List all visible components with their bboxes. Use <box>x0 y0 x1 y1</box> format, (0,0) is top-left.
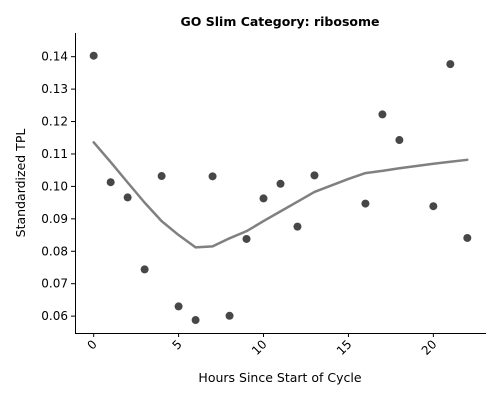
data-point <box>463 233 472 242</box>
chart-title: GO Slim Category: ribosome <box>181 14 380 29</box>
y-tick-label: 0.14 <box>41 50 68 64</box>
data-point <box>89 51 98 60</box>
x-axis-label: Hours Since Start of Cycle <box>198 370 361 385</box>
x-tick-label: 5 <box>169 337 184 352</box>
data-point <box>191 316 200 325</box>
data-point <box>259 194 268 203</box>
data-point <box>293 222 302 231</box>
data-point <box>395 136 404 145</box>
data-point <box>174 302 183 311</box>
x-tick-label: 15 <box>334 337 355 358</box>
data-point <box>242 234 251 243</box>
data-point <box>157 172 166 181</box>
data-point <box>361 199 370 208</box>
plot-area <box>89 51 472 325</box>
data-point <box>123 193 132 202</box>
data-point <box>225 311 234 320</box>
y-tick-label: 0.06 <box>41 309 68 323</box>
data-point <box>378 110 387 119</box>
data-point <box>208 172 217 181</box>
data-point <box>276 179 285 188</box>
data-point <box>446 60 455 69</box>
data-point <box>310 171 319 180</box>
x-axis: 0 5 10 15 20 <box>85 333 440 358</box>
y-tick-label: 0.11 <box>41 147 68 161</box>
x-tick-label: 0 <box>85 337 100 352</box>
x-tick-label: 20 <box>419 337 440 358</box>
y-axis: 0.06 0.07 0.08 0.09 0.10 0.11 0.12 0.13 0.14 <box>41 50 75 323</box>
y-axis-label: Standardized TPL <box>13 129 28 238</box>
y-tick-label: 0.13 <box>41 82 68 96</box>
data-point <box>106 178 115 187</box>
trend-line <box>92 141 469 249</box>
y-tick-label: 0.07 <box>41 277 68 291</box>
data-point <box>140 265 149 274</box>
y-tick-label: 0.12 <box>41 115 68 129</box>
data-point <box>429 202 438 211</box>
y-tick-label: 0.10 <box>41 179 68 193</box>
x-tick-label: 10 <box>249 337 270 358</box>
y-tick-label: 0.08 <box>41 244 68 258</box>
y-tick-label: 0.09 <box>41 212 68 226</box>
